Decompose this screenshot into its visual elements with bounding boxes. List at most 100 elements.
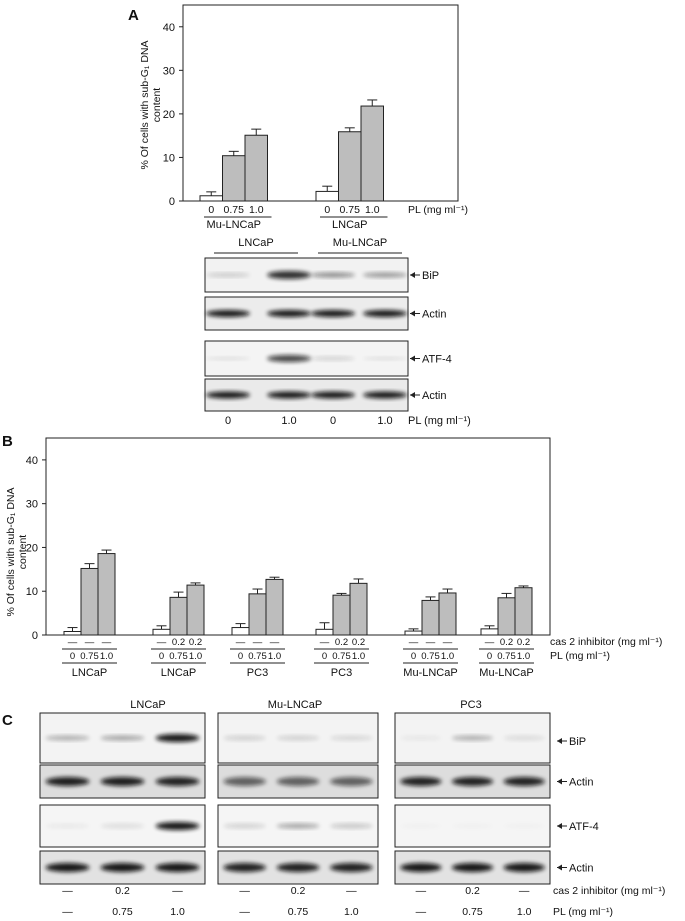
panel-b-dose-label: 0.75: [248, 651, 267, 662]
panel-a-blot-arrowhead: [410, 272, 415, 278]
panel-a-blot-header: Mu-LNCaP: [333, 237, 387, 249]
panel-b-inhibitor-value: 0.2: [500, 637, 513, 648]
panel-b-bar: [80, 567, 99, 636]
panel-b-dose-label: 1.0: [441, 651, 454, 662]
panel-c-blot-band: [451, 735, 494, 741]
panel-a-dose-label: 1.0: [365, 204, 380, 216]
panel-b-bar: [231, 627, 250, 636]
panel-c-inhibitor-value: —: [519, 885, 530, 897]
panel-b-dose-label: 0: [159, 651, 164, 662]
panel-c-blot-header: PC3: [460, 699, 481, 711]
panel-b-dose-label: 0.75: [80, 651, 99, 662]
panel-a-ytick-label: 10: [163, 152, 175, 164]
panel-a-dose-label: 1.0: [249, 204, 264, 216]
panel-b-inhibitor-value: —: [236, 637, 246, 648]
panel-c-blot-header: LNCaP: [130, 699, 165, 711]
panel-c-blot-band: [452, 824, 493, 829]
panel-b-dose-label: 1.0: [100, 651, 113, 662]
panel-b-inhibitor-value: —: [270, 637, 280, 648]
panel-c-inhibitor-value: —: [62, 885, 73, 897]
panel-c-blot-arrowhead: [557, 738, 562, 744]
panel-a-bar: [360, 105, 384, 202]
panel-b-inhibitor-value: 0.2: [352, 637, 365, 648]
panel-b-group-label: LNCaP: [72, 667, 107, 679]
panel-c-blot-band: [451, 777, 494, 786]
panel-a-blot-band: [311, 391, 355, 399]
panel-b-group-label: Mu-LNCaP: [403, 667, 457, 679]
panel-c-letter: C: [2, 712, 13, 729]
panel-a-bar-chart: 0 10 20 30 40 0 0.75 1.0 Mu-LNCaP 0 0.75 1.0 LNCaP: [163, 4, 459, 231]
panel-b-inhibitor-unit: cas 2 inhibitor (mg ml⁻¹): [550, 636, 662, 648]
panel-b-bar: [315, 628, 334, 636]
panel-c-blot-arrowhead: [557, 864, 562, 871]
panel-a-ytick-label: 40: [163, 22, 175, 34]
panel-c-dose-value: 0.75: [462, 906, 483, 918]
panel-b-ytick-label: 20: [26, 542, 38, 554]
panel-c-dose-value: 1.0: [170, 906, 185, 918]
panel-c-blot-band: [100, 735, 145, 741]
panel-c-blot-band: [503, 863, 545, 872]
panel-b-ytick-label: 0: [32, 630, 38, 642]
panel-c-blot-band: [100, 777, 145, 786]
panel-c-blot-band: [400, 777, 442, 786]
panel-a-blot-band: [363, 272, 407, 278]
panel-a-blot-band: [206, 391, 250, 399]
panel-b-inhibitor-value: 0.2: [189, 637, 202, 648]
panel-c-dose-value: 1.0: [517, 906, 532, 918]
panel-a-blot-arrowhead: [410, 310, 415, 317]
panel-b-group-label: Mu-LNCaP: [479, 667, 533, 679]
panel-c-blot-band: [451, 863, 494, 872]
panel-a-blot-arrowhead: [410, 355, 415, 362]
panel-b-bar: [97, 553, 116, 636]
panel-a-blot-band: [311, 356, 355, 361]
panel-a-blot-dose-unit: PL (mg ml⁻¹): [408, 415, 471, 427]
panel-b-dose-unit: PL (mg ml⁻¹): [550, 650, 610, 662]
panel-b-bar: [349, 582, 368, 636]
panel-b-dose-label: 1.0: [352, 651, 365, 662]
panel-a-dose-label: 0.75: [340, 204, 361, 216]
panel-a-blot-dose: 1.0: [281, 415, 296, 427]
panel-a-letter: A: [128, 7, 139, 24]
panel-a-bar: [338, 131, 362, 202]
panel-b-plot-frame: [45, 437, 551, 636]
panel-c-blot-band: [45, 735, 90, 741]
panel-b-dose-label: 0.75: [332, 651, 351, 662]
panel-a-blot-arrowhead: [410, 392, 415, 398]
panel-c-blot-band: [155, 863, 200, 872]
panel-a-ylabel-line2: content: [151, 88, 163, 123]
panel-b-inhibitor-value: 0.2: [517, 637, 530, 648]
panel-a-blot-band: [363, 310, 407, 317]
panel-b-dose-label: 1.0: [268, 651, 281, 662]
panel-b-inhibitor-value: —: [68, 637, 78, 648]
panel-a-blot-header: LNCaP: [238, 237, 273, 249]
panel-b-group-label: LNCaP: [161, 667, 196, 679]
panel-a-group-label: LNCaP: [332, 219, 367, 231]
panel-c-blot-band: [45, 863, 90, 872]
panel-a-blot-band: [206, 310, 250, 317]
panel-a-blot-band: [363, 357, 407, 360]
panel-b-dose-label: 0: [238, 651, 243, 662]
panel-c-blot-band: [223, 777, 266, 786]
panel-c-blot-band: [155, 822, 200, 830]
panel-a-blot-label: BiP: [422, 270, 439, 282]
panel-c-blot-band: [330, 735, 373, 741]
panel-b-inhibitor-value: —: [85, 637, 95, 648]
panel-c-blot-band: [276, 863, 320, 872]
panel-b-inhibitor-value: —: [485, 637, 495, 648]
panel-c-blot-band: [155, 734, 200, 742]
panel-a-blot-band: [363, 391, 407, 399]
panel-c-blot-band: [400, 863, 442, 872]
panel-c-blot-label: Actin: [569, 777, 593, 789]
panel-a-blot-band: [267, 271, 311, 279]
panel-a-blot-band: [311, 310, 355, 317]
panel-c-blot-arrowhead: [557, 778, 562, 785]
panel-c-western-blot: LNCaP — — 0.2 0.75 — 1.0 Mu-LNCaP — — 0.2 0.75 — 1.0 P…: [39, 699, 599, 918]
panel-b-bar: [404, 630, 423, 636]
panel-a-blot-dose: 1.0: [377, 415, 392, 427]
panel-c-dose-value: —: [416, 906, 427, 918]
panel-b-bar: [186, 584, 205, 636]
panel-c-blot-header: Mu-LNCaP: [268, 699, 322, 711]
panel-a-dose-label: 0: [324, 204, 330, 216]
panel-c-blot-band: [330, 863, 373, 872]
